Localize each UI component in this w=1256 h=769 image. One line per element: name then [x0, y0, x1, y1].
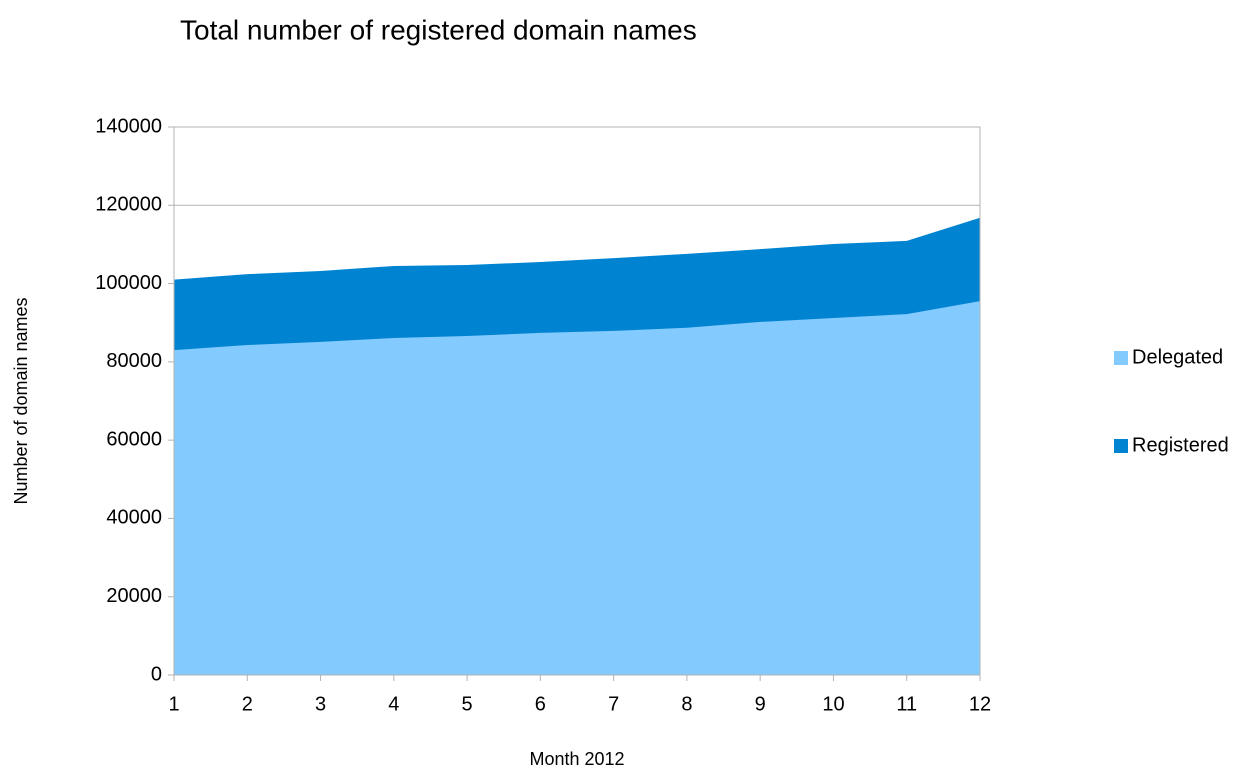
area — [174, 301, 980, 675]
y-axis-label: Number of domain names — [11, 297, 31, 504]
y-tick-label: 100000 — [95, 272, 162, 294]
x-tick-label: 10 — [822, 693, 844, 715]
x-tick-label: 11 — [896, 693, 917, 715]
legend-label: Delegated — [1132, 346, 1223, 368]
x-tick-label: 2 — [242, 693, 253, 715]
y-tick-label: 60000 — [106, 428, 162, 450]
y-tick-label: 140000 — [95, 115, 162, 137]
x-tick-label: 3 — [315, 693, 326, 715]
x-tick-label: 8 — [681, 693, 692, 715]
legend-label: Registered — [1132, 434, 1229, 456]
y-tick-label: 120000 — [95, 194, 162, 216]
x-tick-label: 5 — [462, 693, 473, 715]
x-tick-label: 1 — [168, 693, 179, 715]
y-tick-label: 20000 — [106, 585, 162, 607]
plot-frame — [173, 126, 981, 676]
chart-title: Total number of registered domain names — [180, 14, 697, 45]
x-axis-label: Month 2012 — [529, 749, 624, 769]
x-tick-label: 6 — [535, 693, 546, 715]
legend-swatch — [1114, 439, 1128, 453]
y-tick-label: 0 — [151, 663, 162, 685]
y-tick-label: 40000 — [106, 507, 162, 529]
x-tick-label: 12 — [969, 693, 991, 715]
x-tick-label: 9 — [755, 693, 766, 715]
x-tick-label: 7 — [608, 693, 619, 715]
legend-swatch — [1114, 351, 1128, 365]
x-tick-label: 4 — [388, 693, 399, 715]
y-tick-label: 80000 — [106, 350, 162, 372]
